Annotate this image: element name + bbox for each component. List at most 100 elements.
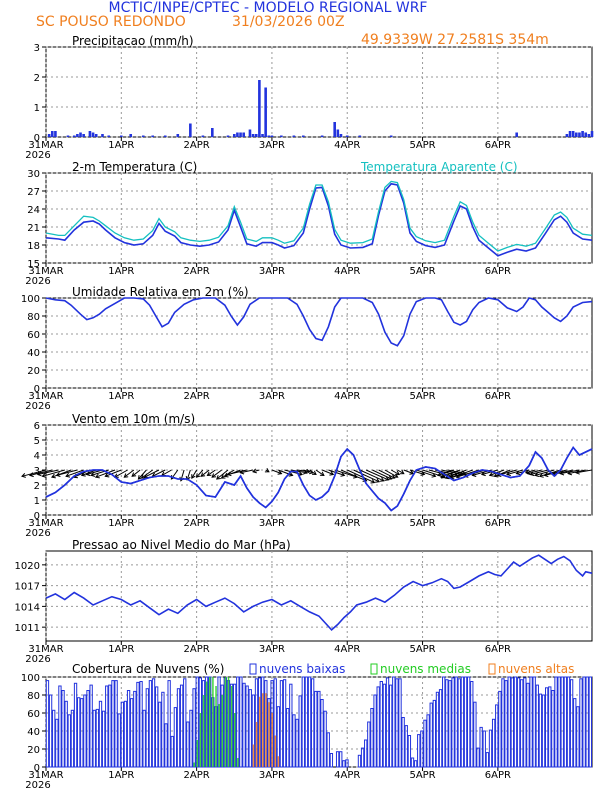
cloud-bar-low <box>566 676 571 768</box>
x-tick-label: 31MAR <box>28 391 63 402</box>
precip-bar <box>201 135 205 137</box>
x-tick-label: 4APR <box>334 391 360 402</box>
x-tick-label: 3APR <box>259 518 285 529</box>
wind-arrow <box>95 469 116 478</box>
wind-arrow-head <box>329 470 335 476</box>
cloud-bar-low <box>438 689 443 768</box>
wind-arrow-head <box>21 473 26 478</box>
y-tick-label: 0 <box>34 763 40 774</box>
wind-arrow-head <box>379 477 385 482</box>
cloud-bar-low <box>80 698 84 768</box>
precip-bar <box>515 132 518 137</box>
cloud-bar-low <box>239 676 243 768</box>
cloud-bar-mid <box>230 686 233 767</box>
precip-bar <box>54 131 57 137</box>
series-line <box>45 446 593 512</box>
y-tick-label: 4 <box>34 451 40 462</box>
cloud-bar-low <box>111 680 115 768</box>
cloud-bar-low <box>123 700 128 768</box>
cloud-bar-low <box>541 694 546 768</box>
x-year-label: 2026 <box>25 528 50 539</box>
y-tick-label: 1011 <box>15 623 40 634</box>
wind-arrow-head <box>50 473 56 479</box>
precip-bar <box>141 135 145 137</box>
precip-bar <box>587 134 591 137</box>
wind-arrow <box>252 469 260 473</box>
cloud-bar-low <box>379 681 383 768</box>
cloud-bar-low <box>48 694 53 768</box>
x-tick-label: 4APR <box>334 518 360 529</box>
wind-arrow-head <box>264 468 270 473</box>
cloud-bar-low <box>395 678 399 768</box>
cloud-bar-high <box>271 713 273 767</box>
cloud-bar-low <box>292 714 296 768</box>
y-tick-label: 0 <box>34 384 40 395</box>
wind-arrow <box>340 469 367 482</box>
wind-arrow-head <box>395 470 401 476</box>
y-tick-label: 3 <box>34 43 40 54</box>
y-tick-label: 60 <box>27 330 40 341</box>
precip-bar <box>120 135 123 137</box>
wind-arrow-head <box>319 471 325 476</box>
precip-bar <box>163 135 167 137</box>
wind-arrow <box>303 469 314 474</box>
x-tick-label: 2APR <box>184 140 210 151</box>
wind-arrow <box>575 469 593 474</box>
wind-arrow-head <box>288 471 294 477</box>
x-tick-label: 6APR <box>485 391 511 402</box>
series-nuvens-altas <box>252 693 280 767</box>
wind-arrow-head <box>493 472 499 478</box>
cloud-bar-low <box>520 679 524 768</box>
wind-arrow <box>105 469 122 477</box>
x-tick-label: 5APR <box>409 266 435 277</box>
cloud-bar-low <box>442 676 446 768</box>
y-tick-label: 20 <box>27 745 40 756</box>
wind-arrow-head <box>370 479 376 484</box>
wind-arrow <box>390 469 400 475</box>
precip-bar <box>575 132 578 137</box>
legend-label: nuvens baixas <box>259 662 345 676</box>
precip-bar <box>82 134 85 137</box>
panel-pressure: 1011 1014 1017 1020 31MAR 1APR 2APR 3APR 4APR 5AP… <box>15 538 593 665</box>
wind-arrow <box>347 469 375 484</box>
wind-arrow-head <box>455 473 461 479</box>
cloud-bar-low <box>513 676 518 768</box>
y-tick-label: 20 <box>27 366 40 377</box>
cloud-bar-high <box>258 696 261 767</box>
wind-arrow <box>397 469 405 475</box>
y-tick-label: 24 <box>27 205 40 216</box>
cloud-bar-mid <box>215 686 217 767</box>
x-tick-label: 2APR <box>184 266 210 277</box>
cloud-bar-low <box>426 714 430 768</box>
cloud-bar-low <box>495 704 499 768</box>
precip-bar <box>211 128 214 137</box>
cloud-bar-low <box>545 687 549 768</box>
cloud-bar-low <box>105 685 109 768</box>
x-year-label: 2026 <box>25 150 50 161</box>
cloud-bar-low <box>304 676 309 768</box>
cloud-bar-mid <box>237 758 239 767</box>
cloud-bar-low <box>95 708 100 768</box>
cloud-bar-low <box>339 751 343 768</box>
precip-bar <box>581 131 584 137</box>
wind-arrow-head <box>375 478 380 483</box>
x-tick-label: 1APR <box>108 391 134 402</box>
wind-arrow-head <box>543 472 549 478</box>
x-tick-label: 1APR <box>108 266 134 277</box>
precip-bar <box>568 131 572 137</box>
y-tick-label: 60 <box>27 709 40 720</box>
wind-arrow <box>409 469 425 475</box>
cloud-bar-low <box>557 676 561 768</box>
precip-bar <box>239 132 242 137</box>
wind-arrow-head <box>123 473 129 478</box>
precip-bar <box>232 134 236 137</box>
cloud-bar-low <box>420 730 424 768</box>
precip-bar <box>101 134 104 137</box>
precip-bar <box>176 134 180 137</box>
cloud-bar-low <box>279 680 284 768</box>
cloud-bar-low <box>588 676 592 768</box>
x-tick-label: 1APR <box>108 140 134 151</box>
cloud-bar-low <box>248 689 252 768</box>
wind-arrow <box>450 469 473 479</box>
cloud-bar-low <box>179 684 184 768</box>
